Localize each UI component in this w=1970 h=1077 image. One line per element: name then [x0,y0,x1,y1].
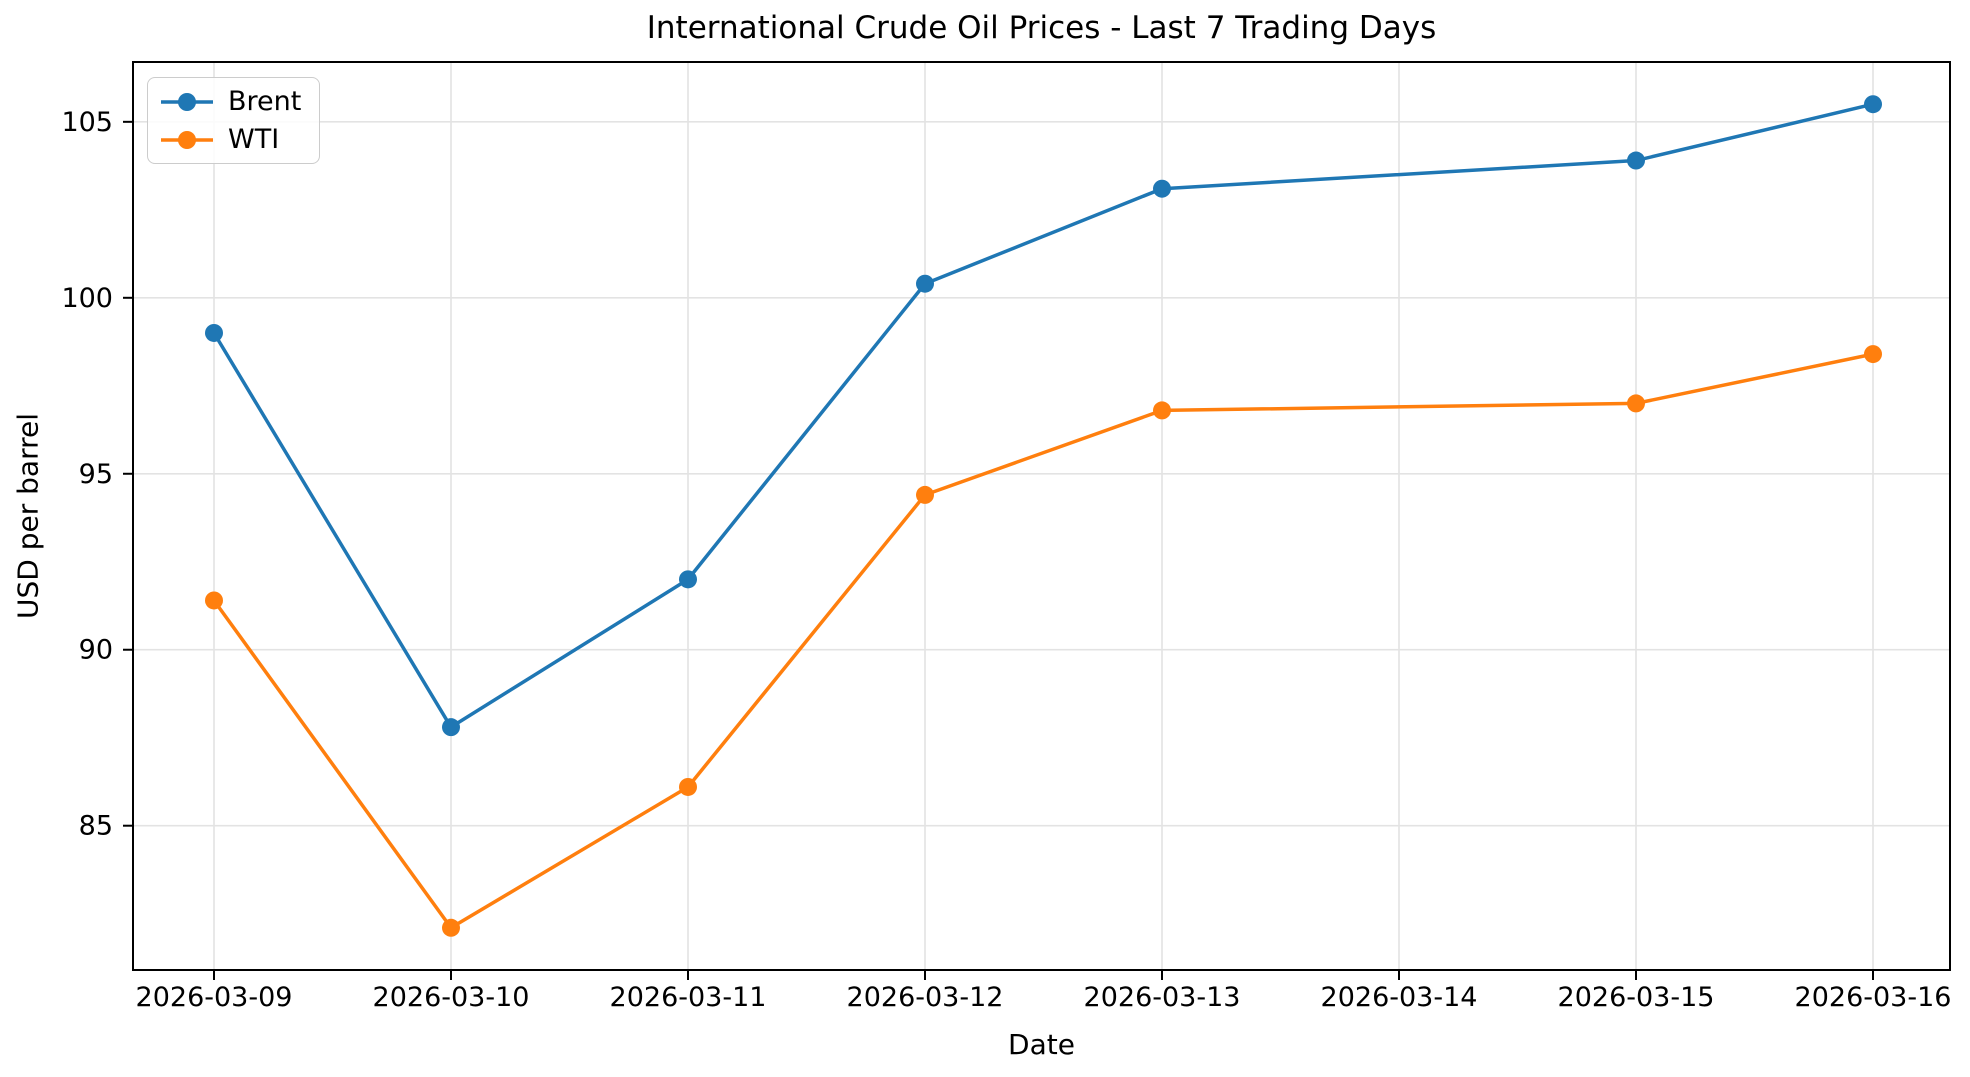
data-point-brent [442,718,460,737]
plot-border [132,61,1951,971]
data-point-wti [442,918,460,937]
y-tick-label: 95 [79,459,113,490]
legend-item-brent: Brent [161,87,301,117]
x-tick-label: 2026-03-11 [610,982,767,1013]
legend: Brent WTI [147,77,321,165]
chart-title: International Crude Oil Prices - Last 7 … [646,10,1437,46]
x-tick-label: 2026-03-14 [1321,982,1478,1013]
data-point-brent [1864,95,1882,114]
data-point-wti [1864,345,1882,364]
legend-label-wti: WTI [228,123,280,155]
x-tick-label: 2026-03-10 [373,982,530,1013]
data-point-wti [1153,401,1171,420]
grid-lines [133,62,1950,970]
data-point-brent [205,323,223,342]
x-axis-label: Date [1008,1028,1075,1061]
data-point-brent [1627,151,1645,170]
axes: 2026-03-09 2026-03-10 2026-03-11 2026-03-12… [61,107,1951,1013]
series-wti [205,345,1882,937]
data-point-brent [1153,179,1171,198]
x-tick-label: 2026-03-13 [1084,982,1241,1013]
data-point-brent [679,570,697,589]
series-line-brent [212,102,1874,729]
y-axis-label: USD per barrel [11,413,45,619]
y-tick-label: 90 [79,635,113,666]
y-tick-label: 100 [61,283,113,314]
y-tick-label: 105 [61,107,113,138]
legend-item-wti: WTI [161,123,301,155]
x-tick-label: 2026-03-16 [1795,982,1952,1013]
x-tick-label: 2026-03-12 [847,982,1004,1013]
data-point-wti [679,777,697,796]
series-line-wti [212,352,1874,930]
data-point-wti [916,485,934,504]
y-tick-label: 85 [79,811,113,842]
series-brent [205,95,1882,737]
brent-line-swatch-icon [161,92,213,111]
x-tick-label: 2026-03-15 [1558,982,1715,1013]
data-point-wti [205,591,223,610]
wti-line-swatch-icon [161,130,213,149]
x-tick-label: 2026-03-09 [136,982,293,1013]
legend-label-brent: Brent [228,86,302,117]
data-point-wti [1627,394,1645,413]
data-point-brent [916,274,934,293]
